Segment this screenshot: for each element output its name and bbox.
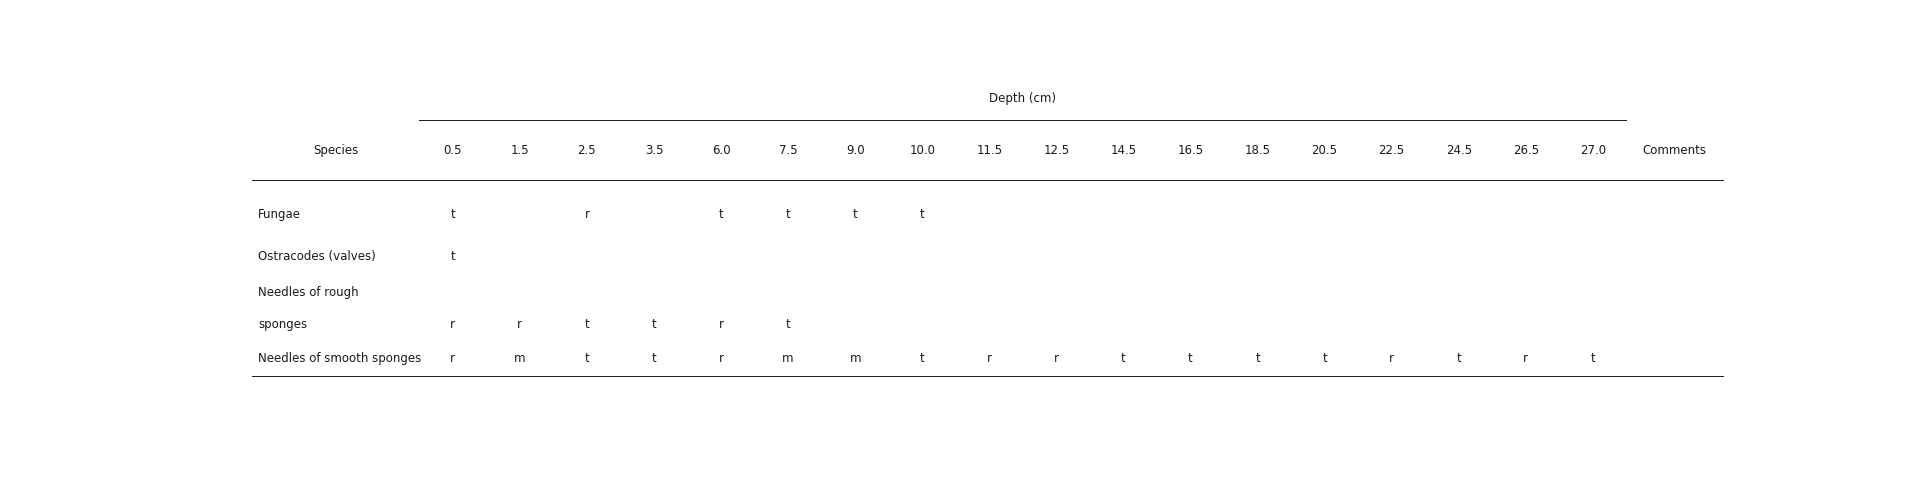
Text: 26.5: 26.5	[1513, 144, 1538, 157]
Text: r: r	[585, 208, 588, 221]
Text: t: t	[919, 208, 925, 221]
Text: sponges: sponges	[258, 317, 308, 330]
Text: t: t	[787, 317, 790, 330]
Text: 0.5: 0.5	[444, 144, 462, 157]
Text: r: r	[1054, 351, 1060, 364]
Text: r: r	[450, 317, 456, 330]
Text: Needles of rough: Needles of rough	[258, 285, 360, 298]
Text: t: t	[652, 351, 656, 364]
Text: 3.5: 3.5	[644, 144, 663, 157]
Text: 9.0: 9.0	[846, 144, 865, 157]
Text: 12.5: 12.5	[1044, 144, 1069, 157]
Text: t: t	[1188, 351, 1192, 364]
Text: 16.5: 16.5	[1177, 144, 1204, 157]
Text: t: t	[1323, 351, 1327, 364]
Text: r: r	[1523, 351, 1529, 364]
Text: 22.5: 22.5	[1379, 144, 1404, 157]
Text: Species: Species	[313, 144, 358, 157]
Text: 18.5: 18.5	[1244, 144, 1271, 157]
Text: r: r	[986, 351, 992, 364]
Text: 11.5: 11.5	[977, 144, 1002, 157]
Text: t: t	[585, 317, 588, 330]
Text: t: t	[450, 249, 456, 263]
Text: 7.5: 7.5	[779, 144, 798, 157]
Text: t: t	[1456, 351, 1461, 364]
Text: 27.0: 27.0	[1581, 144, 1606, 157]
Text: t: t	[787, 208, 790, 221]
Text: 2.5: 2.5	[577, 144, 596, 157]
Text: 20.5: 20.5	[1311, 144, 1338, 157]
Text: Comments: Comments	[1642, 144, 1708, 157]
Text: r: r	[719, 317, 723, 330]
Text: 24.5: 24.5	[1446, 144, 1471, 157]
Text: t: t	[719, 208, 723, 221]
Text: Needles of smooth sponges: Needles of smooth sponges	[258, 351, 421, 364]
Text: r: r	[719, 351, 723, 364]
Text: Depth (cm): Depth (cm)	[988, 92, 1056, 104]
Text: t: t	[652, 317, 656, 330]
Text: t: t	[450, 208, 456, 221]
Text: t: t	[919, 351, 925, 364]
Text: t: t	[852, 208, 858, 221]
Text: Ostracodes (valves): Ostracodes (valves)	[258, 249, 377, 263]
Text: 14.5: 14.5	[1110, 144, 1136, 157]
Text: m: m	[513, 351, 525, 364]
Text: t: t	[1121, 351, 1125, 364]
Text: 10.0: 10.0	[910, 144, 935, 157]
Text: 6.0: 6.0	[712, 144, 731, 157]
Text: Fungae: Fungae	[258, 208, 302, 221]
Text: 1.5: 1.5	[510, 144, 529, 157]
Text: r: r	[517, 317, 523, 330]
Text: t: t	[1590, 351, 1596, 364]
Text: m: m	[783, 351, 794, 364]
Text: r: r	[1388, 351, 1394, 364]
Text: r: r	[450, 351, 456, 364]
Text: m: m	[850, 351, 862, 364]
Text: t: t	[1256, 351, 1260, 364]
Text: t: t	[585, 351, 588, 364]
